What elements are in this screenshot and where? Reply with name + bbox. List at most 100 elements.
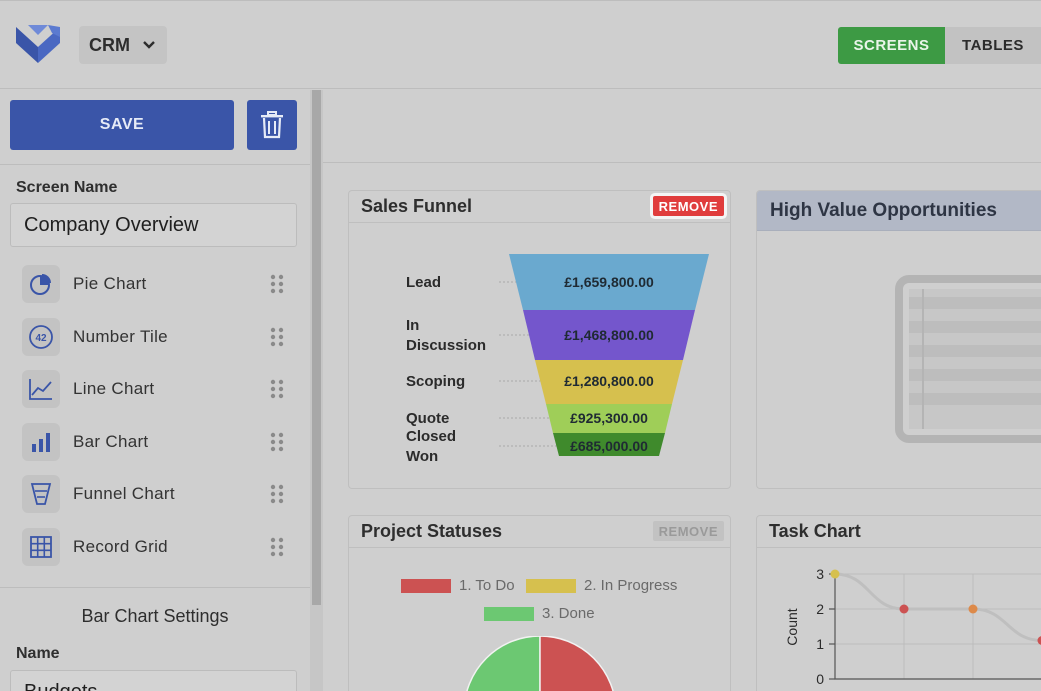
component-funnel-chart[interactable]: Funnel Chart [22,475,292,513]
funnel-segment-quote [546,404,672,433]
save-button[interactable]: SAVE [10,100,234,150]
grid-icon [22,528,60,566]
component-line-chart[interactable]: Line Chart [22,370,292,408]
funnel-segment-lead [509,254,709,310]
legend-item-in-progress[interactable]: 2. In Progress [526,577,677,594]
sidebar-divider [0,587,310,588]
component-pie-chart[interactable]: Pie Chart [22,265,292,303]
screens-tab[interactable]: SCREENS [838,27,945,64]
canvas-toolbar [323,90,1041,163]
drag-handle-icon[interactable] [270,379,284,399]
screen-name-input[interactable] [10,203,297,247]
drag-handle-icon[interactable] [270,537,284,557]
card-header: Sales Funnel REMOVE [349,191,730,223]
card-header: Project Statuses REMOVE [349,516,730,548]
y-tick-label: 0 [816,671,824,687]
funnel-value: £1,280,800.00 [564,373,654,389]
funnel-value: £1,659,800.00 [564,274,654,290]
pie-chart-icon [22,265,60,303]
card-header: High Value Opportunities [757,191,1041,231]
sidebar: SAVE Screen Name Pie Chart 42 Number Til… [0,90,310,691]
y-tick-label: 2 [816,601,824,617]
bar-chart-icon [22,423,60,461]
funnel-segment-in-discussion [523,310,695,360]
high-value-card[interactable]: High Value Opportunities [756,190,1041,489]
card-title: High Value Opportunities [770,199,997,221]
pie-chart [466,636,614,691]
drag-handle-icon[interactable] [270,484,284,504]
funnel-stage-label: Scoping [406,373,465,390]
name-label: Name [16,645,60,662]
component-record-grid[interactable]: Record Grid [22,528,292,566]
legend-swatch [484,606,534,621]
chart-name-input[interactable] [10,670,297,691]
legend-swatch [526,578,576,593]
series-line [834,572,1041,642]
remove-button[interactable]: REMOVE [652,521,724,541]
remove-button[interactable]: REMOVE [652,196,724,216]
legend-swatch [401,578,451,593]
number-tile-icon: 42 [22,318,60,356]
y-tick-label: 1 [816,636,824,652]
view-switcher: SCREENS TABLES [838,27,1041,64]
component-label: Bar Chart [73,432,149,451]
drag-handle-icon[interactable] [270,274,284,294]
data-point[interactable] [968,604,978,614]
funnel-segment-closed-won [553,433,665,456]
funnel-stage-label-line: In [406,317,419,334]
grid-placeholder-icon [895,275,1041,443]
scrollbar-thumb[interactable] [312,90,321,605]
sidebar-scrollbar[interactable] [310,90,323,691]
funnel-segment-scoping [535,360,683,404]
project-statuses-card[interactable]: Project Statuses REMOVE 1. To Do 2. In P… [348,515,731,691]
app-name: CRM [89,34,130,55]
card-title: Sales Funnel [361,196,473,216]
task-chart-card[interactable]: Task Chart 3 2 1 0 Count [756,515,1041,691]
chevron-down-icon [143,41,155,49]
data-point[interactable] [830,569,840,579]
data-point[interactable] [1037,636,1041,645]
component-bar-chart[interactable]: Bar Chart [22,423,292,461]
funnel-stage-label-line: Closed [406,428,456,445]
funnel-stage-label-line: Won [406,448,438,465]
component-label: Number Tile [73,327,168,346]
line-chart: 3 2 1 0 Count [784,566,1041,687]
legend-item-todo[interactable]: 1. To Do [401,577,515,594]
card-title: Project Statuses [361,521,503,541]
legend-item-done[interactable]: 3. Done [484,605,595,622]
funnel-stage-label: Quote [406,410,449,427]
component-label: Funnel Chart [73,484,175,503]
drag-handle-icon[interactable] [270,327,284,347]
pie-slice-todo [539,636,614,691]
sidebar-divider [0,164,310,165]
trash-icon [261,111,283,139]
delete-button[interactable] [247,100,297,150]
line-chart-icon [22,370,60,408]
tables-tab[interactable]: TABLES [945,27,1041,64]
y-tick-label: 3 [816,566,824,582]
app-selector[interactable]: CRM [79,26,167,64]
pie-slice-done [466,636,541,691]
funnel-value: £685,000.00 [570,438,648,454]
data-point[interactable] [899,604,909,614]
card-title: Task Chart [769,521,861,541]
drag-handle-icon[interactable] [270,432,284,452]
funnel-chart-icon [22,475,60,513]
component-label: Pie Chart [73,274,147,293]
y-axis-label: Count [784,608,800,645]
app-logo[interactable] [14,23,62,65]
funnel-value: £925,300.00 [570,410,648,426]
settings-title: Bar Chart Settings [81,606,229,626]
component-label: Record Grid [73,537,168,556]
screen-name-label: Screen Name [16,179,118,196]
funnel-stage-label: Lead [406,274,441,291]
sales-funnel-card[interactable]: Sales Funnel REMOVE £1,659,800.00 £1,468… [348,190,731,489]
legend-label: 1. To Do [459,577,515,594]
legend-label: 3. Done [542,605,595,622]
card-header: Task Chart [757,516,1041,548]
component-number-tile[interactable]: 42 Number Tile [22,318,292,356]
funnel-chart: £1,659,800.00 £1,468,800.00 £1,280,800.0… [406,254,709,465]
component-label: Line Chart [73,379,155,398]
number-tile-glyph: 42 [35,333,47,344]
top-bar: CRM SCREENS TABLES [0,0,1041,89]
